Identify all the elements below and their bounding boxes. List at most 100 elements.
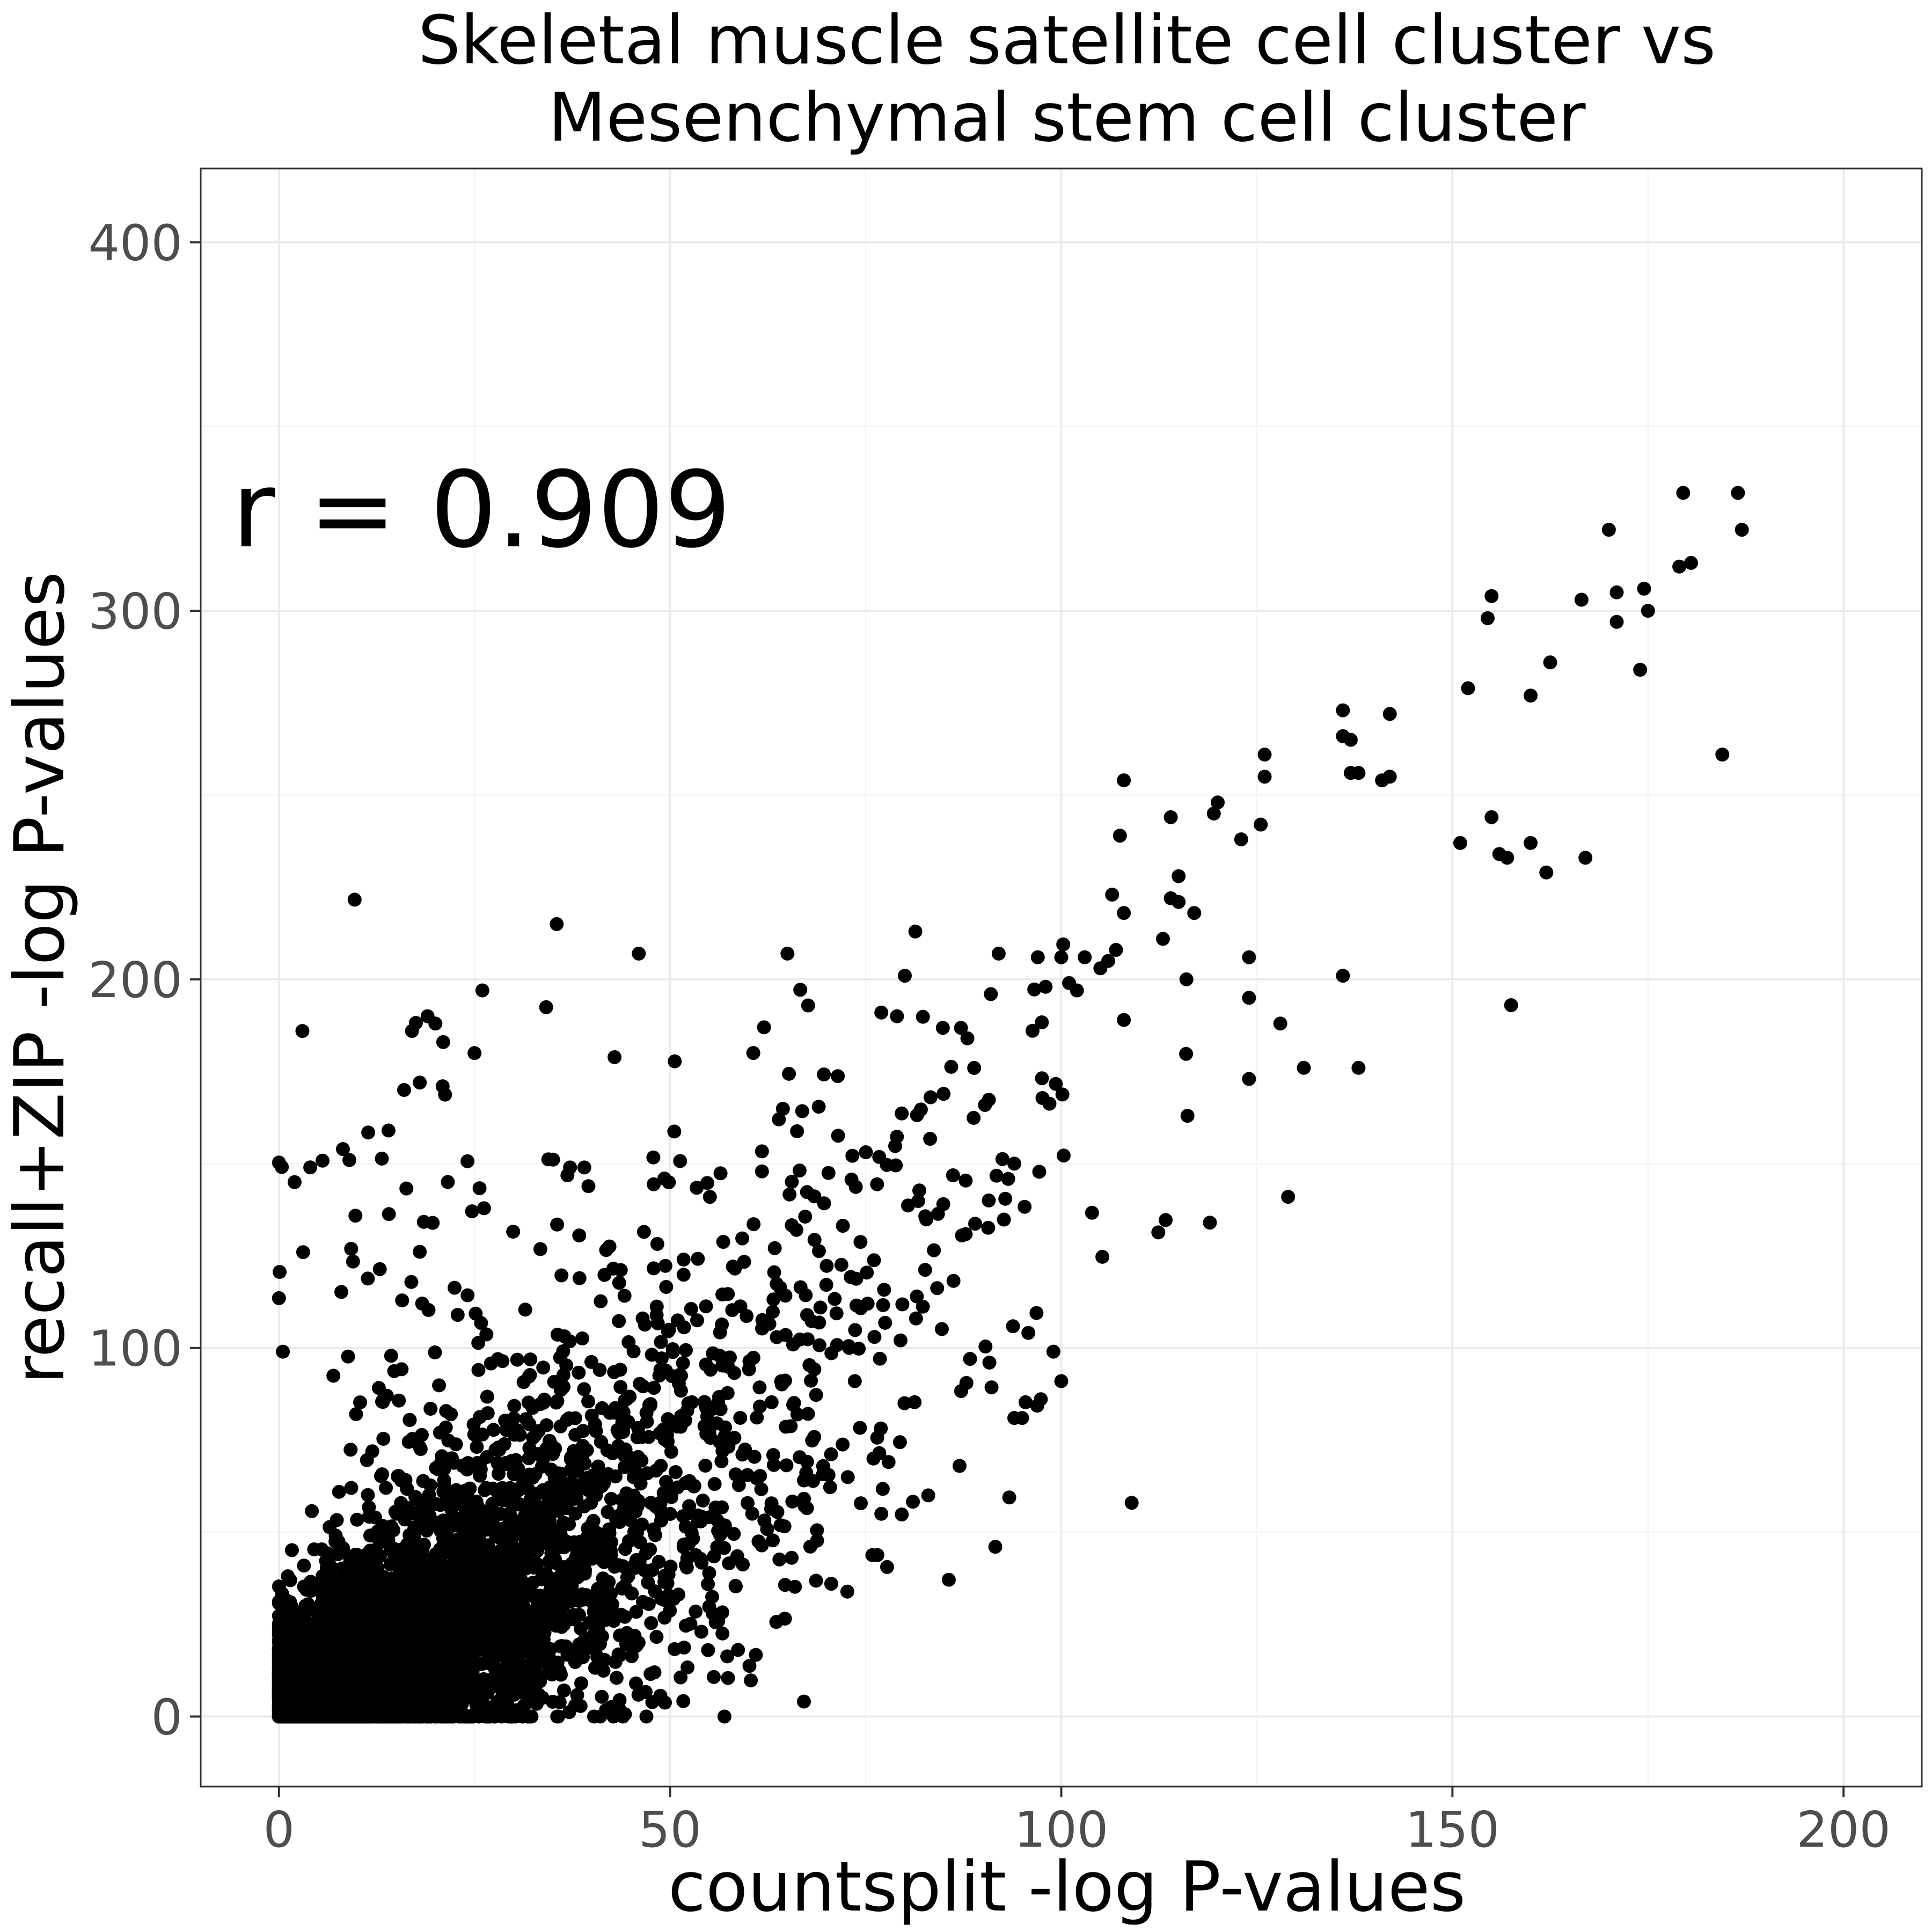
data-point [394,1473,408,1488]
data-point [470,1440,484,1454]
data-point [416,1474,430,1488]
data-point [797,1491,811,1506]
data-point [450,1533,465,1548]
data-point [501,1638,515,1653]
data-point [282,1644,297,1659]
data-point [275,1620,290,1634]
data-point [445,1641,460,1656]
data-point [514,1557,528,1571]
data-point [620,1626,634,1640]
data-point [715,1626,730,1641]
data-point [570,1688,584,1702]
data-point [446,1709,460,1724]
data-point [608,1655,623,1669]
data-point [707,1477,722,1491]
data-point [390,1506,404,1521]
data-point [353,1601,367,1615]
data-point [572,1640,587,1655]
data-point [384,1644,398,1659]
data-point [809,1574,823,1588]
data-point [745,1506,759,1521]
data-point [462,1530,476,1545]
data-point [325,1645,339,1659]
data-point [523,1352,538,1367]
data-point [644,1616,658,1630]
data-point [595,1401,609,1415]
data-point [518,1538,532,1552]
data-point [425,1627,440,1641]
chart-title-line-2: Mesenchymal stem cell cluster [548,79,1586,157]
data-point [689,1604,703,1619]
data-point [473,1410,487,1424]
data-point [329,1631,343,1645]
data-point [297,1558,311,1573]
data-point [519,1622,533,1636]
data-point [300,1616,314,1630]
data-point [574,1676,588,1690]
data-point [332,1590,346,1605]
data-point [440,1620,454,1634]
data-point [702,1566,716,1580]
data-point [639,1709,654,1724]
data-point [749,1648,763,1662]
data-point [502,1506,517,1520]
data-point [554,1620,569,1634]
data-point [284,1543,299,1557]
data-point [804,1373,818,1388]
data-point [594,1435,609,1449]
data-point [272,1579,286,1594]
data-point [698,1459,713,1473]
data-point [275,1703,290,1717]
data-point [344,1481,358,1495]
data-point [459,1709,473,1724]
data-point [298,1709,313,1724]
data-point [522,1660,536,1674]
data-point [588,1660,602,1675]
data-point [315,1595,330,1609]
data-point [647,1261,661,1276]
data-point [654,1335,668,1349]
data-point [766,1448,780,1462]
data-point [574,1621,588,1636]
data-point [525,1586,539,1600]
data-point [434,1673,448,1688]
data-point [560,1576,574,1590]
data-point [629,1676,643,1690]
data-point [503,1597,517,1612]
data-point [355,1581,370,1596]
data-point [641,1575,655,1590]
data-point [577,1499,591,1513]
data-point [728,1579,743,1593]
data-point [407,1506,421,1521]
data-point [755,1538,769,1553]
data-point [727,1527,741,1541]
data-point [310,1668,325,1683]
data-point [668,1642,682,1656]
data-point [367,1571,382,1586]
data-point [422,1664,436,1679]
data-point [407,1629,421,1643]
data-point [636,1594,650,1609]
data-point [394,1496,408,1510]
data-point [380,1630,394,1645]
data-point [328,1528,343,1543]
data-point [440,1542,454,1556]
data-point [810,1523,824,1538]
data-point [475,1692,489,1706]
data-point [369,1554,383,1568]
data-point [431,1462,445,1476]
data-point [659,1475,674,1489]
data-point [330,1547,345,1561]
data-point [597,1653,612,1667]
data-point [539,1567,553,1582]
data-point [491,1647,504,1662]
data-point [375,1675,390,1690]
data-point [640,1466,655,1481]
data-point [348,1548,362,1562]
data-point [752,1399,767,1414]
data-point [661,1412,675,1426]
data-point [654,1459,668,1473]
data-point [707,1670,721,1684]
data-point [362,1500,376,1514]
data-point [577,1382,591,1396]
